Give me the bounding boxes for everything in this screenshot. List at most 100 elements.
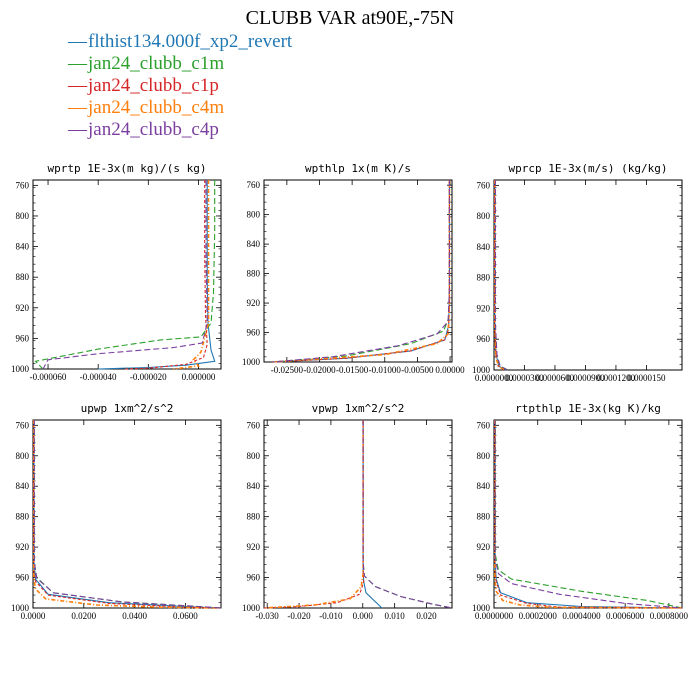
y-tick-label: 760 xyxy=(477,420,491,430)
series-line-1 xyxy=(98,180,216,370)
y-tick-label: 1000 xyxy=(242,603,261,613)
series-line-2 xyxy=(34,180,216,370)
y-tick-label: 840 xyxy=(16,481,30,491)
y-tick-label: 840 xyxy=(247,481,261,491)
series-line-2 xyxy=(494,420,683,609)
y-tick-label: 840 xyxy=(477,481,491,491)
y-tick-label: 880 xyxy=(16,272,30,282)
y-tick-label: 960 xyxy=(477,573,491,583)
y-tick-label: 800 xyxy=(247,210,261,220)
legend-label-3: jan24_clubb_c1p xyxy=(88,75,219,96)
y-tick-label: 760 xyxy=(247,420,261,430)
series-line-5 xyxy=(494,420,683,609)
series-line-3 xyxy=(494,180,505,371)
y-tick-label: 960 xyxy=(16,573,30,583)
x-tick-label: -0.000060 xyxy=(30,372,67,382)
x-tick-label: 0.000000 xyxy=(182,372,216,382)
legend-label-2: jan24_clubb_c1m xyxy=(88,53,225,74)
x-tick-label: 0.0004000 xyxy=(562,611,601,621)
y-tick-label: 920 xyxy=(247,298,261,308)
series-line-2 xyxy=(362,420,453,609)
y-tick-label: 760 xyxy=(16,180,30,190)
x-tick-label: 0.0000600 xyxy=(536,373,575,383)
x-tick-label: -0.010 xyxy=(319,611,343,621)
panel-title: rtpthlp 1E-3x(kg K)/kg xyxy=(515,402,661,415)
series-line-3 xyxy=(494,420,683,609)
x-tick-label: -0.02000 xyxy=(303,365,336,375)
x-tick-label: 0.0400 xyxy=(122,611,147,621)
x-tick-label: 0.0002000 xyxy=(519,611,558,621)
series-line-5 xyxy=(362,420,453,609)
y-tick-label: 920 xyxy=(16,542,30,552)
series-line-1 xyxy=(494,180,507,371)
series-line-4 xyxy=(494,420,683,609)
y-tick-label: 760 xyxy=(477,180,491,190)
series-line-5 xyxy=(272,180,450,363)
x-tick-label: 0.0200 xyxy=(71,611,96,621)
y-tick-label: 960 xyxy=(477,334,491,344)
x-tick-label: -0.020 xyxy=(287,611,311,621)
legend-item: —jan24_clubb_c4m xyxy=(68,97,292,119)
legend-label-1: flthist134.000f_xp2_revert xyxy=(88,31,293,52)
y-tick-label: 840 xyxy=(16,242,30,252)
y-tick-label: 960 xyxy=(247,573,261,583)
y-tick-label: 1000 xyxy=(472,365,491,375)
y-tick-label: 880 xyxy=(477,273,491,283)
plot-frame xyxy=(493,179,683,371)
panel-title: wprcp 1E-3x(m/s) (kg/kg) xyxy=(509,162,668,175)
series-line-4 xyxy=(272,180,451,363)
legend-label-4: jan24_clubb_c4m xyxy=(88,97,225,118)
y-tick-label: 920 xyxy=(477,303,491,313)
series-line-3 xyxy=(33,420,222,609)
x-tick-label: 0.0000900 xyxy=(566,373,605,383)
series-line-1 xyxy=(362,420,383,609)
x-tick-label: 0.0000150 xyxy=(627,373,666,383)
x-tick-label: -0.030 xyxy=(256,611,280,621)
y-tick-label: 800 xyxy=(247,451,261,461)
series-line-1 xyxy=(494,420,683,609)
y-tick-label: 800 xyxy=(16,211,30,221)
y-tick-label: 840 xyxy=(247,239,261,249)
plot-frame xyxy=(493,419,683,609)
y-tick-label: 880 xyxy=(477,512,491,522)
x-tick-label: 0.0000000 xyxy=(475,373,514,383)
y-tick-label: 760 xyxy=(16,420,30,430)
y-tick-label: 960 xyxy=(16,333,30,343)
y-tick-label: 920 xyxy=(477,542,491,552)
series-line-4 xyxy=(494,180,506,371)
y-tick-label: 1000 xyxy=(242,357,261,367)
series-line-2 xyxy=(494,180,509,371)
x-tick-label: 0.000 xyxy=(353,611,374,621)
panel-title: upwp 1xm^2/s^2 xyxy=(81,402,174,415)
series-line-2 xyxy=(272,180,450,363)
y-tick-label: 920 xyxy=(16,303,30,313)
series-line-4 xyxy=(263,420,364,609)
series-line-5 xyxy=(494,180,508,371)
x-tick-label: 0.00000 xyxy=(435,365,465,375)
x-tick-label: 0.010 xyxy=(385,611,406,621)
y-tick-label: 1000 xyxy=(11,364,30,374)
x-tick-label: -0.02500 xyxy=(271,365,304,375)
legend-item: —jan24_clubb_c1m xyxy=(68,53,292,75)
series-line-5 xyxy=(42,180,208,370)
series-line-4 xyxy=(32,420,222,609)
legend-item: —flthist134.000f_xp2_revert xyxy=(68,31,292,53)
plot-frame xyxy=(32,179,222,370)
series-line-5 xyxy=(33,420,222,609)
legend-label-5: jan24_clubb_c4p xyxy=(88,119,219,140)
y-tick-label: 880 xyxy=(247,269,261,279)
y-tick-label: 800 xyxy=(16,451,30,461)
x-tick-label: 0.0008000 xyxy=(650,611,689,621)
y-tick-label: 1000 xyxy=(472,603,491,613)
y-tick-label: 840 xyxy=(477,242,491,252)
series-line-2 xyxy=(33,420,222,609)
plot-frame xyxy=(32,419,222,609)
y-tick-label: 800 xyxy=(477,451,491,461)
y-tick-label: 960 xyxy=(247,328,261,338)
y-tick-label: 800 xyxy=(477,211,491,221)
x-tick-label: 0.0000300 xyxy=(505,373,544,383)
main-title: CLUBB VAR at90E,-75N xyxy=(245,7,455,29)
x-tick-label: 0.0001200 xyxy=(597,373,636,383)
x-tick-label: 0.0000 xyxy=(21,611,46,621)
